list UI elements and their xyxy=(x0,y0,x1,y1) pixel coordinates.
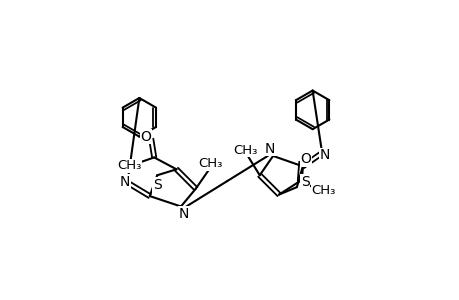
Text: S: S xyxy=(152,178,161,192)
Text: CH₃: CH₃ xyxy=(117,159,141,172)
Text: CH₃: CH₃ xyxy=(198,157,222,170)
Text: O: O xyxy=(300,152,311,166)
Text: N: N xyxy=(179,207,189,221)
Text: CH₃: CH₃ xyxy=(311,184,335,196)
Text: N: N xyxy=(264,142,275,155)
Text: S: S xyxy=(300,175,309,189)
Text: N: N xyxy=(319,148,330,162)
Text: CH₃: CH₃ xyxy=(233,143,257,157)
Text: O: O xyxy=(140,130,151,144)
Text: N: N xyxy=(120,175,130,189)
